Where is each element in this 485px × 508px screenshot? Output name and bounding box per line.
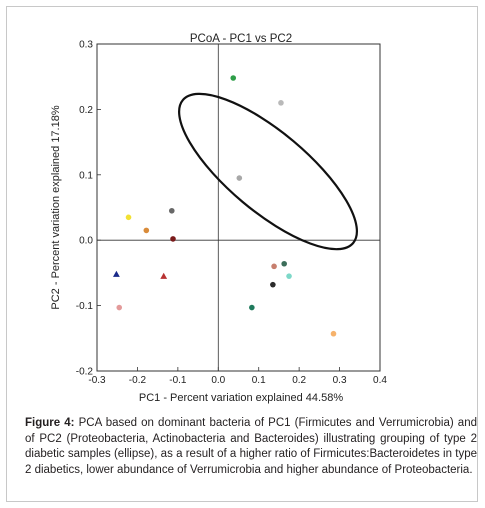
y-tick-label: 0.3 [79,40,93,51]
caption-text: PCA based on dominant bacteria of PC1 (F… [25,417,477,476]
y-axis-label: PC2 - Percent variation explained 17.18% [50,105,62,309]
data-point [271,263,277,270]
x-tick-label: -0.3 [88,375,106,386]
x-tick-label: 0.1 [252,375,266,386]
data-point [278,100,284,106]
points-layer [113,75,337,337]
x-tick-label: -0.2 [129,375,147,386]
data-point [286,273,292,279]
data-point [330,330,337,337]
chart-title: PCoA - PC1 vs PC2 [190,33,292,45]
data-point [236,175,243,181]
data-point [160,272,168,279]
caption-label: Figure 4: [25,417,75,429]
y-tick-label: 0.2 [79,105,93,116]
x-tick-label: 0.3 [333,375,347,386]
data-point [230,75,237,81]
y-tick-label: -0.2 [76,367,94,378]
x-axis-label: PC1 - Percent variation explained 44.58% [139,392,343,404]
x-tick-label: 0.0 [211,375,225,386]
data-point [170,236,176,242]
data-point [168,207,175,214]
y-tick-label: -0.1 [76,301,94,312]
data-point [281,260,287,267]
figure-panel: PCoA - PC1 vs PC2 PC2 - Percent variatio… [6,6,478,502]
sample-group-ellipse [178,92,359,251]
data-point [125,214,132,221]
y-tick-label: 0.0 [79,236,93,247]
axes-layer: -0.3 -0.2 -0.1 0.0 0.1 0.2 0.3 0.4-0.2-0.10.00.… [76,40,388,387]
x-tick-label: -0.1 [169,375,187,386]
data-point [270,281,276,288]
data-point [249,304,255,311]
plot-frame [96,43,381,372]
data-point [143,227,150,234]
ellipse-layer [178,92,359,251]
figure-caption: Figure 4: PCA based on dominant bacteria… [25,416,477,478]
x-tick-label: 0.2 [292,375,306,386]
pcoa-scatter-chart: PCoA - PC1 vs PC2 PC2 - Percent variatio… [50,33,388,404]
data-point [116,304,123,311]
data-point [113,270,120,277]
x-tick-label: 0.4 [373,375,387,386]
y-tick-label: 0.1 [79,170,93,181]
